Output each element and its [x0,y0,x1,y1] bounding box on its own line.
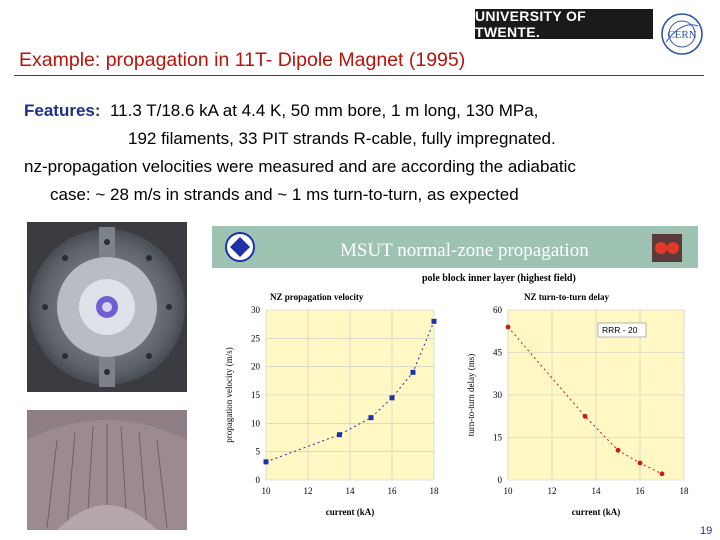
rt-xtick-1: 12 [548,486,557,496]
rt-ytick-3: 45 [493,348,503,358]
lt-point-0 [263,459,269,465]
lt-trend-line [265,321,435,463]
university-logo-text: UNIVERSITY OF TWENTE. [475,8,586,40]
university-of-twente-logo: UNIVERSITY OF TWENTE. [475,8,653,40]
lt-point-3 [389,395,395,401]
chart-right-legend-box [597,322,647,338]
rt-point-1 [582,413,588,419]
figure-banner [212,226,698,268]
chart-turn-to-turn-delay: NZ turn-to-turn delay 10 12 14 16 18 0 15 30 45… [466,292,689,517]
chart-propagation-velocity: NZ propagation velocity 10 12 14 16 18 0 5 10 1… [224,292,439,517]
features-label: Features: [24,101,101,120]
cern-logo: CERN [661,13,703,55]
rt-point-0 [505,324,511,330]
rt-ytick-0: 0 [498,475,503,485]
lt-point-1 [337,432,342,438]
chart-left-ylabel: propagation velocity (m/s) [224,347,234,442]
features-line-2: 192 filaments, 33 PIT strands R-cable, f… [128,129,556,148]
rt-xtick-0: 10 [504,486,514,496]
chart-left-grid [265,309,435,481]
propagation-figure: MSUT normal-zone propagation pole block … [212,226,698,530]
rt-point-2 [615,447,621,453]
lt-xtick-4: 18 [430,486,440,496]
magnet-cross-section-photo [27,222,187,392]
lt-point-5 [431,318,437,324]
lt-ytick-5: 25 [251,333,261,343]
chart-right-ylabel: turn-to-turn delay (ms) [466,354,476,436]
lt-ytick-4: 20 [251,362,261,372]
coil-cross-section-photo [27,410,187,530]
figure-subtitle: pole block inner layer (highest field) [422,273,576,284]
lt-xtick-0: 10 [262,486,272,496]
features-line-3: nz-propagation velocities were measured … [24,157,576,176]
rt-xtick-4: 18 [680,486,690,496]
chart-right-legend-text: RRR - 20 [602,325,638,335]
lt-ytick-1: 5 [256,447,261,457]
lt-xtick-1: 12 [304,486,313,496]
rt-ytick-1: 15 [493,433,503,443]
page-number: 19 [700,525,713,537]
rt-point-4 [659,471,665,477]
chart-right-grid [507,309,685,481]
chart-left-title: NZ propagation velocity [270,292,364,302]
rt-xtick-2: 14 [592,486,602,496]
lt-xtick-3: 16 [388,486,398,496]
cern-logo-text: CERN [667,29,696,41]
title-divider [14,75,704,76]
lt-ytick-6: 30 [251,305,261,315]
lt-ytick-2: 10 [251,418,261,428]
lt-xtick-2: 14 [346,486,356,496]
rt-ytick-4: 60 [493,305,503,315]
rt-point-3 [637,460,643,466]
chart-right-xlabel: current (kA) [572,507,621,517]
features-line-1: 11.3 T/18.6 kA at 4.4 K, 50 mm bore, 1 m… [109,101,539,120]
features-line-4: case: ~ 28 m/s in strands and ~ 1 ms tur… [50,185,519,204]
lt-point-4 [410,369,416,375]
msut-logo [225,232,255,262]
features-text: Features: 11.3 T/18.6 kA at 4.4 K, 50 mm… [24,97,714,209]
chart-right-title: NZ turn-to-turn delay [524,292,609,302]
chart-left-xlabel: current (kA) [326,507,375,517]
lt-ytick-0: 0 [256,475,261,485]
dipole-icon [652,234,682,262]
rt-ytick-2: 30 [493,390,503,400]
rt-xtick-3: 16 [636,486,646,496]
figure-banner-title: MSUT normal-zone propagation [340,240,589,261]
lt-ytick-3: 15 [251,390,261,400]
lt-point-2 [368,415,374,421]
chart-left-trend [265,321,435,463]
slide-title: Example: propagation in 11T- Dipole Magn… [19,49,466,71]
